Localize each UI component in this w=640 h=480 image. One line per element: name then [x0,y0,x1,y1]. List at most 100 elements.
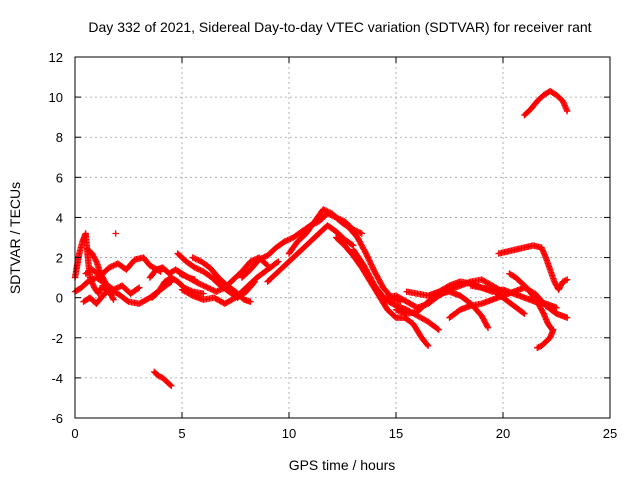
series-track-20 [392,288,492,331]
data-point [203,283,210,291]
data-point [320,206,327,213]
data-point [423,341,431,348]
data-point [109,295,117,302]
data-point [282,237,290,245]
data-point [559,278,567,285]
data-point [156,373,164,380]
data-point [564,314,571,321]
data-point [550,326,557,333]
y-tick-label: 2 [56,251,63,266]
data-point [88,276,96,283]
data-point [195,266,203,273]
data-point [434,325,441,333]
data-point [136,284,143,291]
series-track-24 [506,270,556,333]
chart-title: Day 332 of 2021, Sidereal Day-to-day VTE… [88,19,591,35]
data-point [325,208,333,216]
x-tick-label: 0 [71,426,78,441]
y-axis-label: SDTVAR / TECUs [7,182,23,294]
data-point [210,287,217,294]
data-point [348,241,356,248]
x-tick-label: 15 [389,426,403,441]
data-point [110,262,117,269]
data-point [205,285,213,292]
data-point [218,285,226,293]
data-point [357,229,364,237]
data-point [197,281,204,288]
data-point [167,381,174,389]
data-point [180,272,188,279]
data-point [200,282,207,289]
data-point [190,255,198,262]
x-tick-labels: 0 5 10 15 20 25 [71,426,617,441]
data-point [534,344,541,352]
series-track-13 [189,254,254,305]
x-tick-label: 5 [178,426,185,441]
y-tick-labels: -6 -4 -2 0 2 4 6 8 10 12 [49,50,63,426]
data-point [553,304,560,311]
data-point [179,271,186,279]
data-point [106,264,113,271]
data-point [200,290,207,297]
data-point [92,257,99,264]
data-point [178,271,185,278]
data-point [215,287,223,294]
series-track-8 [150,368,175,390]
data-point [247,258,254,265]
data-point [193,256,201,263]
x-tick-label: 20 [496,426,510,441]
data-points [71,87,571,390]
data-point [248,257,256,265]
data-point [520,309,527,317]
data-point [260,254,267,261]
data-point [189,254,196,261]
y-tick-label: 12 [49,50,63,65]
y-tick-label: 0 [56,291,63,306]
data-point [87,277,94,284]
x-tick-label: 25 [603,426,617,441]
data-point [321,206,328,214]
series-track-11 [176,254,271,295]
y-tick-label: -4 [51,371,63,386]
data-point [564,107,571,115]
data-point [255,256,263,263]
data-point [198,281,206,289]
series-track-7 [148,274,207,301]
data-point [176,270,184,277]
data-point [484,324,492,331]
y-tick-label: 4 [56,210,63,225]
x-tick-label: 10 [282,426,296,441]
data-point [194,265,201,273]
data-point [193,265,200,272]
data-point [108,263,116,270]
data-point [261,253,268,261]
series-track-25 [495,242,571,293]
data-point [217,286,224,293]
data-point [287,235,294,243]
series-track-9 [112,230,119,237]
data-point [195,280,203,287]
y-tick-label: 6 [56,170,63,185]
series-track-5 [84,246,117,303]
data-point [201,283,209,290]
data-point [182,273,189,280]
data-point [258,255,266,262]
data-point [284,236,291,244]
data-point [155,372,162,380]
data-point [564,276,571,283]
data-point [273,259,281,266]
plot-frame [74,56,611,419]
data-point [112,230,119,237]
series-track-27 [521,87,571,119]
data-point [213,288,220,295]
data-point [424,342,432,349]
data-point [358,230,365,237]
x-axis-label: GPS time / hours [289,457,396,473]
data-point [285,236,293,243]
data-point [562,277,569,284]
data-point [208,286,216,293]
data-point [484,323,491,330]
data-point [214,287,221,295]
data-point [275,258,282,265]
data-point [561,277,568,285]
